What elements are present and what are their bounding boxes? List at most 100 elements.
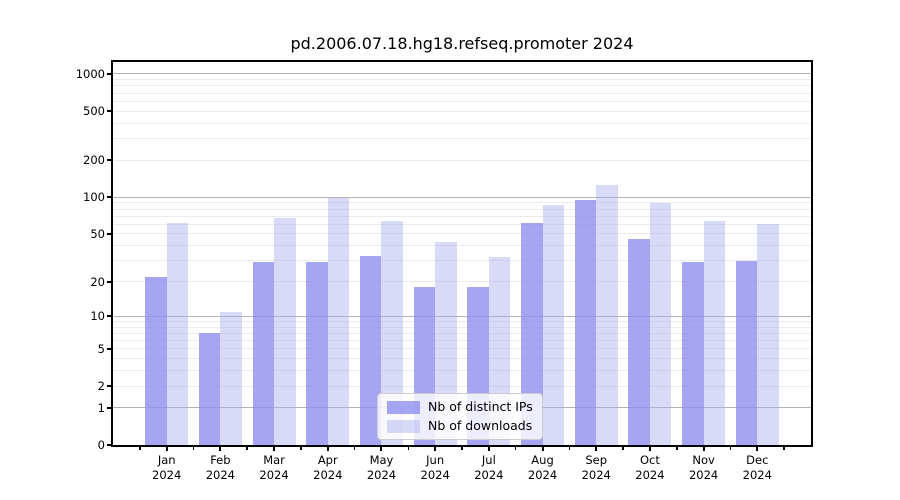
x-minor-tick [353, 447, 356, 450]
minor-gridline [113, 138, 811, 140]
x-tick-label: Feb 2024 [205, 453, 236, 482]
legend: Nb of distinct IPs Nb of downloads [377, 393, 543, 440]
bar-downloads [381, 220, 403, 445]
bar-distinct-ips [359, 255, 382, 445]
bar-downloads [220, 311, 242, 445]
x-tick-label: Jun 2024 [420, 453, 450, 482]
y-tick [107, 406, 111, 409]
bar-downloads [649, 203, 672, 445]
legend-swatch-distinct-ips [387, 400, 420, 414]
bar-downloads [757, 224, 779, 445]
x-tick [434, 447, 437, 451]
x-tick-label: Dec 2024 [742, 453, 772, 482]
bar-distinct-ips [198, 333, 221, 445]
bar-distinct-ips [145, 276, 167, 445]
bar-distinct-ips [682, 262, 704, 445]
y-tick-label: 5 [97, 341, 105, 356]
minor-gridline [113, 208, 811, 210]
bar-distinct-ips [252, 262, 275, 445]
legend-entry-downloads: Nb of downloads [387, 418, 533, 434]
minor-gridline [113, 320, 811, 322]
legend-label-downloads: Nb of downloads [428, 418, 533, 433]
x-tick [273, 447, 276, 451]
legend-label-distinct-ips: Nb of distinct IPs [428, 399, 533, 414]
y-tick [107, 315, 111, 318]
minor-gridline [113, 159, 811, 161]
y-tick-label: 20 [90, 274, 105, 289]
minor-gridline [113, 281, 811, 282]
x-tick-label: Nov 2024 [688, 453, 719, 482]
y-tick-label: 50 [90, 226, 105, 241]
x-minor-tick [622, 447, 624, 450]
y-tick [107, 196, 111, 199]
bar-distinct-ips [628, 239, 650, 445]
y-tick-label: 500 [83, 104, 105, 119]
bar-distinct-ips [735, 260, 758, 445]
bar-distinct-ips [574, 199, 597, 445]
y-tick [107, 72, 111, 75]
x-tick-label: Mar 2024 [259, 453, 289, 482]
x-minor-tick [676, 447, 678, 450]
x-minor-tick [246, 447, 248, 450]
bar-downloads [274, 217, 296, 445]
minor-gridline [113, 215, 811, 217]
x-minor-tick [139, 447, 141, 450]
x-tick [326, 447, 329, 451]
x-tick-label: Apr 2024 [313, 453, 343, 482]
bar-distinct-ips [306, 262, 328, 445]
minor-gridline [113, 233, 811, 235]
minor-gridline [113, 358, 811, 360]
x-tick [380, 447, 383, 451]
minor-gridline [113, 202, 811, 204]
bar-downloads [327, 198, 350, 445]
minor-gridline [113, 92, 811, 94]
bar-downloads [166, 223, 189, 445]
chart-title: pd.2006.07.18.hg18.refseq.promoter 2024 [290, 34, 634, 53]
x-tick-label: May 2024 [366, 453, 397, 482]
y-tick [107, 110, 111, 113]
major-gridline [113, 315, 811, 317]
y-tick [107, 159, 111, 162]
x-tick-label: Jul 2024 [474, 453, 504, 482]
minor-gridline [113, 385, 811, 387]
x-tick [648, 447, 651, 451]
x-minor-tick [192, 447, 195, 450]
x-tick [541, 447, 544, 451]
plot-area: Nb of distinct IPs Nb of downloads [111, 60, 813, 447]
y-tick-label: 1000 [75, 66, 105, 81]
minor-gridline [113, 100, 811, 102]
y-tick-label: 10 [90, 309, 105, 324]
x-tick [165, 447, 168, 451]
y-tick [107, 347, 111, 350]
legend-entry-distinct-ips: Nb of distinct IPs [387, 399, 533, 415]
x-tick [702, 447, 705, 451]
major-gridline [113, 73, 811, 75]
x-tick [219, 447, 222, 451]
minor-gridline [113, 245, 811, 247]
y-tick-label: 0 [97, 438, 105, 452]
bar-downloads [703, 220, 726, 445]
x-minor-tick [783, 447, 785, 450]
x-minor-tick [568, 447, 571, 450]
major-gridline [113, 196, 811, 198]
minor-gridline [113, 85, 811, 87]
y-tick-label: 200 [83, 153, 105, 168]
y-tick-label: 2 [97, 379, 105, 393]
bar-downloads [596, 184, 618, 445]
x-tick-label: Aug 2024 [527, 453, 558, 482]
y-tick-label: 1 [97, 400, 105, 415]
minor-gridline [113, 223, 811, 225]
x-minor-tick [461, 447, 463, 450]
x-tick [756, 447, 759, 451]
minor-gridline [113, 79, 811, 81]
y-tick-label: 100 [83, 190, 105, 205]
legend-swatch-downloads [387, 419, 420, 433]
y-tick [107, 444, 111, 446]
x-tick-label: Oct 2024 [635, 453, 665, 482]
x-minor-tick [514, 447, 517, 450]
x-tick [595, 447, 598, 451]
minor-gridline [113, 370, 811, 372]
bar-downloads [542, 205, 565, 445]
minor-gridline [113, 340, 811, 341]
